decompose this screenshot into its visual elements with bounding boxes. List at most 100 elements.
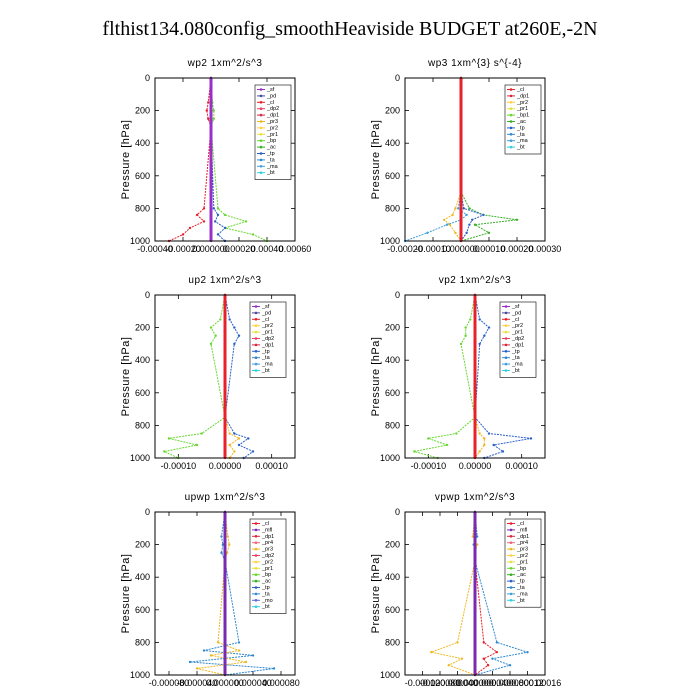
- series-pr3-point: [228, 443, 231, 447]
- chart-vpwp: vpwp 1xm^2/s^3 Pressure [hPa] 0 200 400 600 80…: [370, 492, 561, 688]
- series-pr3-point: [475, 543, 479, 546]
- series-cl-point: [473, 334, 477, 337]
- series-cl-point: [223, 318, 227, 321]
- x-tick-label: 0.00030: [529, 244, 562, 254]
- series-bp-point: [427, 437, 430, 440]
- legend-label: _dp1: [261, 342, 274, 348]
- legend-label: _tp: [261, 585, 270, 591]
- series-cl-point: [473, 342, 477, 346]
- series-tp-point: [487, 326, 491, 329]
- y-axis-label: Pressure [hPa]: [120, 120, 132, 200]
- series-cl-point: [223, 334, 227, 337]
- series-ma-line: [404, 78, 468, 242]
- series-ta-point: [272, 667, 276, 670]
- y-tick-label: 600: [135, 605, 150, 615]
- series-mfl-point: [473, 559, 477, 563]
- legend-box: [254, 84, 292, 180]
- series-mfl-point: [473, 657, 477, 660]
- y-axis-label: Pressure [hPa]: [120, 337, 132, 417]
- series-sf-point: [209, 101, 213, 104]
- series-ta-point: [475, 535, 479, 538]
- x-tick-label: 0.00010: [505, 461, 538, 471]
- series-bp-point: [167, 437, 171, 440]
- series-pr3-point: [478, 450, 481, 453]
- series-pr3-point: [454, 207, 457, 210]
- y-tick-label: 200: [135, 323, 150, 333]
- legend-marker: [254, 547, 258, 551]
- y-tick-label: 200: [385, 540, 400, 550]
- legend-label: _pd: [266, 93, 276, 99]
- series-ac-point: [468, 207, 471, 210]
- legend-marker: [504, 305, 508, 308]
- legend-marker: [509, 88, 513, 91]
- series-cl-point: [459, 231, 463, 235]
- legend-label: _bp: [516, 566, 526, 572]
- x-tick-label: 0.000000: [456, 678, 494, 688]
- series-bp-point: [163, 450, 166, 453]
- series-tp-point: [228, 318, 231, 321]
- series-cl-point: [473, 450, 477, 453]
- legend-marker: [254, 560, 258, 564]
- legend-label: _dp1: [266, 113, 279, 119]
- legend-marker: [509, 133, 513, 136]
- series-pr3-point: [454, 231, 457, 235]
- legend-label: _mfl: [516, 527, 527, 533]
- series-ac-point: [473, 223, 477, 226]
- legend-label: _cl: [511, 317, 519, 323]
- legend-box: [249, 518, 287, 614]
- legend-label: _bt: [266, 170, 275, 176]
- legend-marker: [509, 522, 513, 525]
- legend-label: _ma: [511, 362, 524, 368]
- series-tp-point: [233, 432, 236, 435]
- legend-label: _sf: [266, 87, 275, 93]
- series-sf-point: [209, 220, 213, 223]
- chart-wp3: wp3 1xm^{3} s^{-4} Pressure [hPa] 0 200 400 6…: [370, 58, 561, 254]
- legend-label: _pr2: [261, 559, 273, 565]
- series-cl-point: [223, 443, 227, 447]
- legend-label: _pr1: [261, 330, 273, 336]
- legend-label: _bt: [261, 368, 270, 374]
- series-ma-point: [457, 207, 460, 210]
- legend-label: _bt: [511, 368, 520, 374]
- series-tp-point: [482, 213, 485, 217]
- series-mfl-point: [473, 551, 477, 554]
- series-bp-point: [445, 443, 449, 447]
- legend-label: _pr2: [516, 553, 528, 559]
- series-pr3-point: [430, 650, 433, 654]
- series-pr3-point: [483, 437, 486, 440]
- legend-marker: [509, 599, 513, 602]
- series-tp-point: [478, 342, 481, 346]
- legend-label: _pr3: [261, 547, 273, 553]
- x-tick-label: 0.000080: [262, 678, 300, 688]
- series-ta-point: [237, 641, 241, 644]
- series-tp-point: [251, 450, 255, 453]
- series-pr3-point: [228, 432, 231, 435]
- series-tp-point: [465, 231, 468, 235]
- legend-marker: [504, 324, 508, 327]
- legend-marker: [259, 126, 263, 130]
- legend-marker: [254, 356, 258, 359]
- series-sf-point: [209, 207, 213, 210]
- chart-title: vpwp 1xm^2/s^3: [435, 492, 515, 503]
- series-bp-point: [209, 326, 213, 329]
- legend-label: _cl: [516, 521, 524, 527]
- legend-marker: [259, 158, 263, 162]
- series-pr3-point: [478, 432, 481, 435]
- series-ta-point: [495, 641, 499, 644]
- y-tick-label: 400: [135, 355, 150, 365]
- series-cl-point: [188, 226, 192, 230]
- legend-marker: [254, 605, 258, 608]
- series-cl-point: [181, 233, 185, 236]
- legend-marker: [509, 541, 513, 544]
- legend-label: _pr1: [511, 330, 523, 336]
- series-bp-point: [223, 213, 227, 217]
- legend-label: _cl: [261, 521, 269, 527]
- y-tick-label: 0: [145, 507, 150, 517]
- legend-label: _ta: [511, 355, 521, 361]
- series-bp-point: [413, 450, 416, 453]
- y-tick-label: 800: [135, 637, 150, 647]
- chart-vp2: vp2 1xm^2/s^3 Pressure [hPa] 0 200 400 600 800…: [370, 275, 546, 471]
- y-tick-label: 0: [145, 290, 150, 300]
- series-cl-point: [486, 664, 490, 667]
- y-tick-label: 200: [135, 540, 150, 550]
